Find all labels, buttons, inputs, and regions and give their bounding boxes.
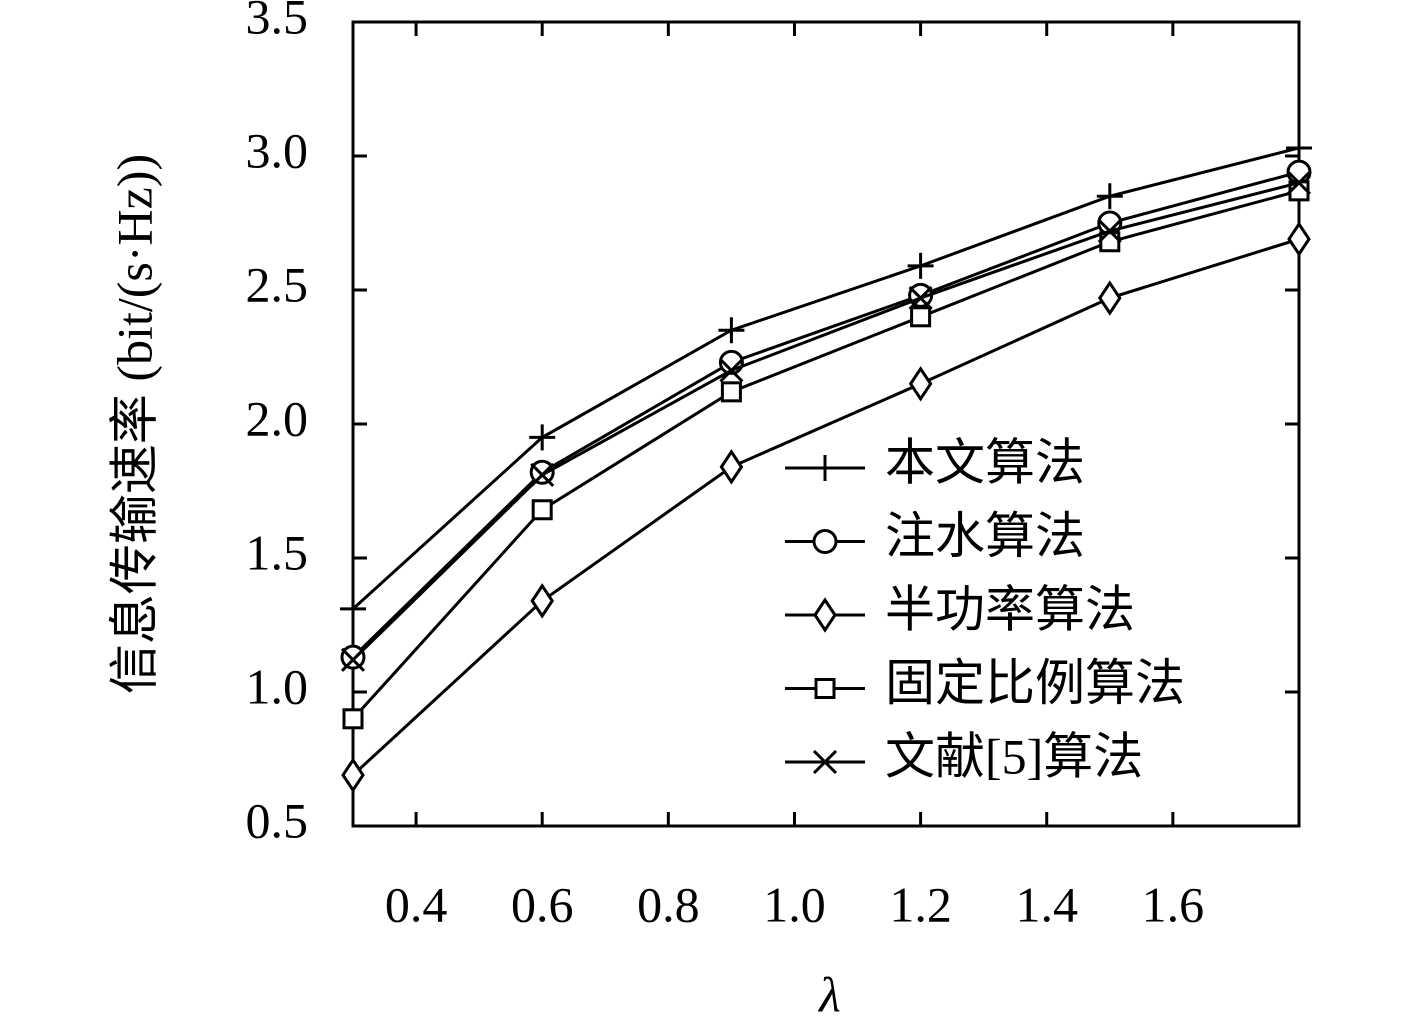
marker [1286, 134, 1312, 161]
x-axis-label: λ [817, 966, 841, 1022]
marker [812, 455, 838, 481]
marker [342, 708, 364, 730]
marker [908, 366, 933, 402]
marker [1096, 183, 1123, 210]
marker [719, 358, 744, 383]
x-tick-label: 1.0 [763, 876, 826, 932]
legend-label: 半功率算法 [885, 581, 1135, 637]
y-tick-label: 0.5 [246, 792, 309, 848]
marker [341, 757, 365, 793]
series-line [351, 146, 1300, 611]
x-tick-label: 0.6 [511, 876, 574, 932]
x-tick-label: 1.6 [1142, 876, 1205, 932]
marker [340, 595, 366, 622]
marker [719, 449, 744, 485]
marker [340, 644, 366, 670]
legend-label: 固定比例算法 [885, 655, 1185, 711]
y-tick-label: 2.5 [246, 256, 309, 312]
series-line [351, 237, 1300, 777]
x-tick-label: 0.8 [637, 876, 700, 932]
marker [907, 252, 934, 279]
marker [340, 647, 366, 672]
legend-label: 注水算法 [885, 508, 1085, 564]
marker [1286, 159, 1312, 185]
marker [1287, 221, 1311, 257]
marker [530, 462, 555, 487]
y-tick-label: 1.0 [246, 658, 309, 714]
x-tick-label: 1.2 [889, 876, 952, 932]
marker [531, 499, 553, 521]
marker [1097, 218, 1122, 244]
series-line [351, 189, 1300, 720]
x-tick-label: 1.4 [1015, 876, 1078, 932]
marker [813, 597, 837, 633]
series-line [351, 170, 1300, 659]
marker [529, 459, 555, 485]
marker [812, 749, 838, 775]
legend-label: 文献[5]算法 [885, 728, 1143, 784]
legend-label: 本文算法 [885, 434, 1085, 490]
marker [530, 583, 555, 619]
y-tick-label: 1.5 [246, 524, 309, 580]
plot-frame [351, 20, 1301, 828]
marker [910, 306, 932, 328]
marker [814, 678, 836, 699]
series-line [351, 181, 1300, 661]
marker [1097, 280, 1122, 316]
marker [908, 285, 933, 311]
y-axis-label: 信息传输速率 (bit/(s·Hz)) [106, 154, 162, 694]
marker [812, 529, 838, 554]
marker [718, 317, 745, 344]
marker [720, 381, 742, 403]
marker [1286, 170, 1312, 195]
y-tick-label: 3.0 [246, 122, 309, 178]
marker [529, 424, 556, 451]
x-tick-label: 0.4 [385, 876, 448, 932]
y-tick-label: 2.0 [246, 390, 309, 446]
y-tick-label: 3.5 [246, 0, 309, 44]
